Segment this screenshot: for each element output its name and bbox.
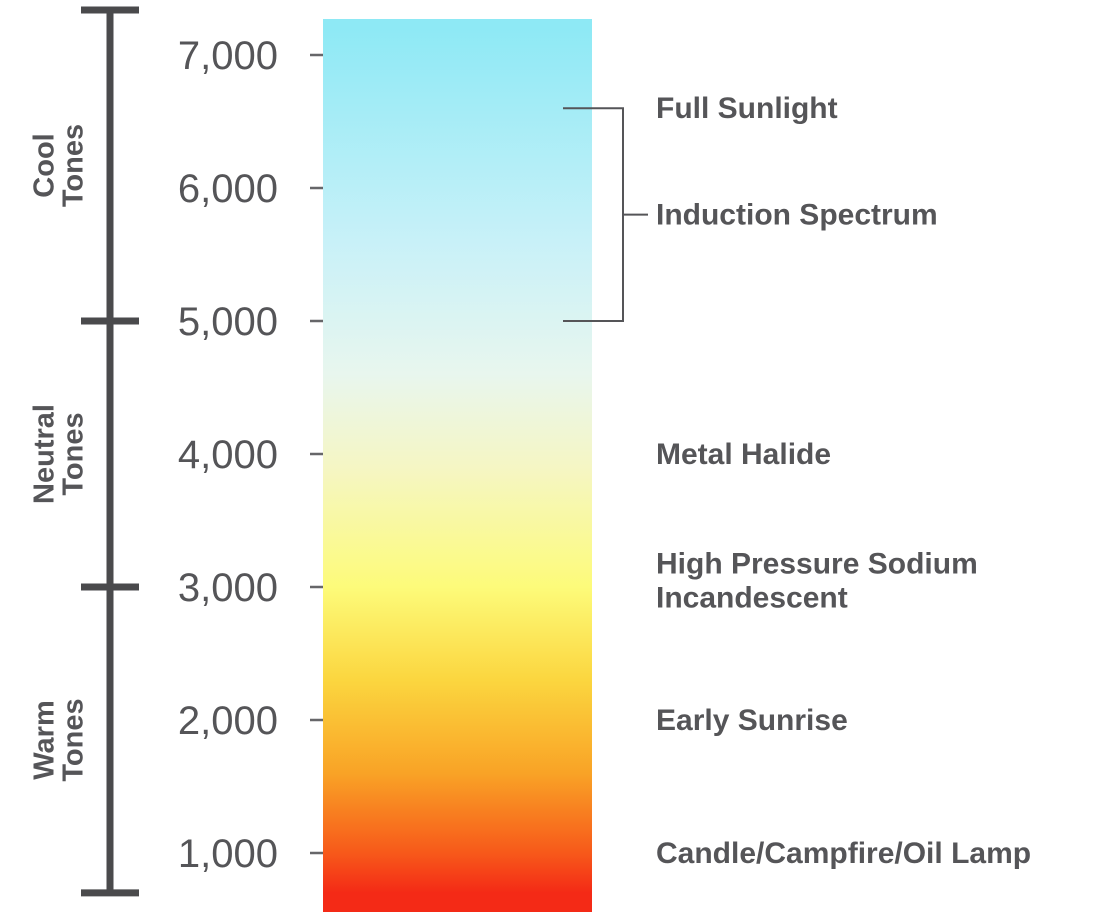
tone-band-label: CoolTones [29,124,90,207]
light-source-label-line: Induction Spectrum [656,199,938,232]
tone-band-label-line1: Warm [29,700,61,780]
bracket-line [563,107,648,322]
tone-band-label-line2: Tones [58,124,90,207]
light-source-label-line: Candle/Campfire/Oil Lamp [656,837,1031,870]
induction-range-bracket [563,107,648,322]
tone-band-label-line1: Neutral [29,404,61,504]
light-source-label: Candle/Campfire/Oil Lamp [656,837,1031,870]
scale-tick-label: 7,000 [178,34,278,78]
tone-band-label: WarmTones [29,698,90,781]
scale-tick-label: 6,000 [178,167,278,211]
color-temperature-gradient-bar [323,19,592,912]
light-source-label: Early Sunrise [656,704,848,737]
scale-tick-label: 3,000 [178,566,278,610]
scale-tick-label: 2,000 [178,699,278,743]
light-source-label: Metal Halide [656,438,831,471]
scale-tick-label: 5,000 [178,300,278,344]
tone-band-label-line2: Tones [58,698,90,781]
scale-tick-label: 1,000 [178,832,278,876]
light-source-label-line: Incandescent [656,581,848,614]
tone-band-label-line1: Cool [29,133,61,197]
light-source-label-line: High Pressure Sodium [656,547,978,580]
tone-band-label: NeutralTones [29,404,90,504]
light-source-label-line: Full Sunlight [656,92,838,125]
light-source-label-line: Metal Halide [656,438,831,471]
light-source-labels: Full Sunlight Induction Spectrum Metal Hal… [656,92,1031,870]
light-source-label: Induction Spectrum [656,199,938,232]
light-source-label: Full Sunlight [656,92,838,125]
temperature-scale: 7,000 6,000 5,000 4,000 3,000 2,000 1,000 [178,34,342,876]
light-source-label: High Pressure Sodium Incandescent [656,547,978,614]
tone-band-label-line2: Tones [58,412,90,495]
scale-tick-label: 4,000 [178,433,278,477]
light-source-label-line: Early Sunrise [656,704,848,737]
